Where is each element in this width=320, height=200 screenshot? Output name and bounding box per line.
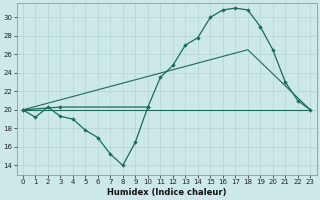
X-axis label: Humidex (Indice chaleur): Humidex (Indice chaleur) — [107, 188, 226, 197]
